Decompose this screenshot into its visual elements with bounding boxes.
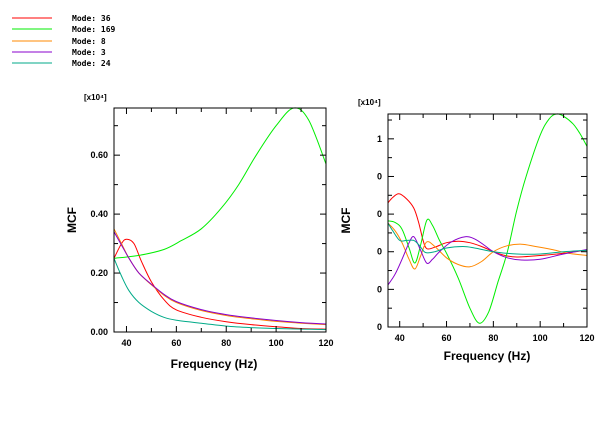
- series-line-mode-8: [114, 228, 326, 326]
- x-tick-label: 60: [171, 338, 181, 348]
- series-line-mode-3: [114, 231, 326, 325]
- left-plot: 40 60 80 100 120 0.00 0.20 0.40 0.60 Frequency (H…: [65, 93, 334, 371]
- series-line-mode-8: [388, 222, 587, 270]
- x-tick-label: 100: [269, 338, 284, 348]
- x-tick-label: 120: [579, 333, 594, 343]
- legend-label: Mode: 169: [72, 25, 116, 34]
- legend-item: Mode: 3: [12, 48, 106, 57]
- x-tick-label: 40: [121, 338, 131, 348]
- series-line-mode-24: [388, 222, 587, 255]
- plot-frame: [387, 113, 588, 328]
- x-tick-label: 120: [318, 338, 333, 348]
- y-tick-label: 0.40: [90, 209, 108, 219]
- x-axis-title: Frequency (Hz): [171, 357, 258, 371]
- legend-label: Mode: 3: [72, 48, 106, 57]
- series-line-mode-169: [114, 107, 326, 259]
- legend-item: Mode: 8: [12, 37, 106, 46]
- y-axis-title: MCF: [65, 207, 79, 233]
- y-scale-multiplier: [x10⁴]: [358, 98, 381, 107]
- right-plot: 40 60 80 100 120 0 0 0 0 0 1 Frequency (Hz) MCF [x10⁴…: [339, 98, 595, 363]
- x-tick-label: 100: [533, 333, 548, 343]
- y-tick-label: 0: [377, 322, 382, 332]
- x-tick-label: 80: [221, 338, 231, 348]
- x-tick-label: 40: [395, 333, 405, 343]
- legend-label: Mode: 24: [72, 59, 111, 68]
- series-line-mode-36: [114, 238, 326, 330]
- y-tick-label: 0.60: [90, 150, 108, 160]
- plot-frame: [113, 107, 327, 333]
- y-scale-multiplier: [x10⁴]: [84, 93, 107, 102]
- y-tick-label: 0: [377, 171, 382, 181]
- legend: Mode: 36 Mode: 169 Mode: 8 Mode: 3 Mode: 24: [12, 14, 116, 68]
- y-tick-label: 0.20: [90, 268, 108, 278]
- series-line-mode-36: [388, 193, 587, 258]
- y-tick-label: 1: [377, 134, 382, 144]
- y-tick-label: 0: [377, 247, 382, 257]
- x-tick-label: 80: [488, 333, 498, 343]
- series-line-mode-3: [388, 236, 587, 286]
- y-tick-label: 0: [377, 209, 382, 219]
- legend-item: Mode: 169: [12, 25, 116, 34]
- legend-label: Mode: 36: [72, 14, 111, 23]
- x-tick-label: 60: [442, 333, 452, 343]
- series-line-mode-24: [114, 258, 326, 331]
- x-axis-title: Frequency (Hz): [444, 349, 531, 363]
- legend-item: Mode: 36: [12, 14, 111, 23]
- legend-item: Mode: 24: [12, 59, 111, 68]
- legend-label: Mode: 8: [72, 37, 106, 46]
- y-axis-title: MCF: [339, 208, 353, 234]
- y-tick-label: 0: [377, 284, 382, 294]
- y-tick-label: 0.00: [90, 327, 108, 337]
